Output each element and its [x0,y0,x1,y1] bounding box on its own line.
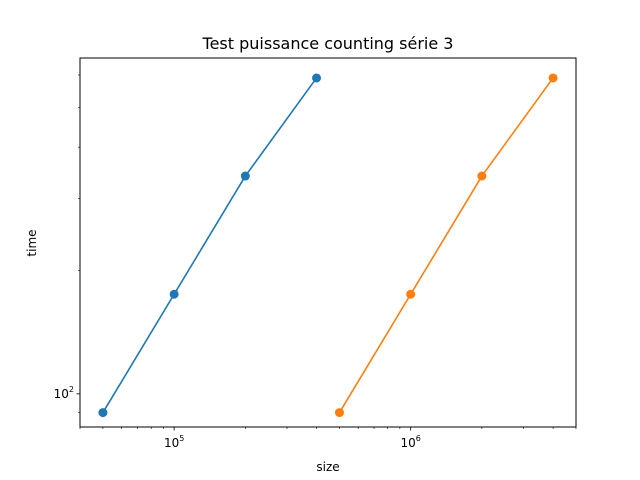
data-point [312,73,322,83]
chart-title: Test puissance counting série 3 [202,34,454,53]
data-point [334,408,344,418]
series-layer [98,73,558,418]
data-point [169,289,179,299]
data-point [477,171,487,181]
y-axis: 102 [54,74,80,413]
plot-area: 105 106 102 [54,57,577,450]
series-1 [98,73,322,418]
x-axis: 105 106 [79,427,577,450]
series-line [102,77,318,414]
series-line [338,77,554,414]
data-point [406,289,416,299]
series-2 [334,73,558,418]
data-point [548,73,558,83]
x-axis-label: size [316,460,339,474]
data-point [98,408,108,418]
data-point [240,171,250,181]
x-tick-label: 106 [400,434,420,450]
y-axis-label: time [25,229,39,256]
x-tick-label: 105 [164,434,184,450]
y-tick-label: 102 [54,385,74,401]
axes-frame [79,57,577,428]
